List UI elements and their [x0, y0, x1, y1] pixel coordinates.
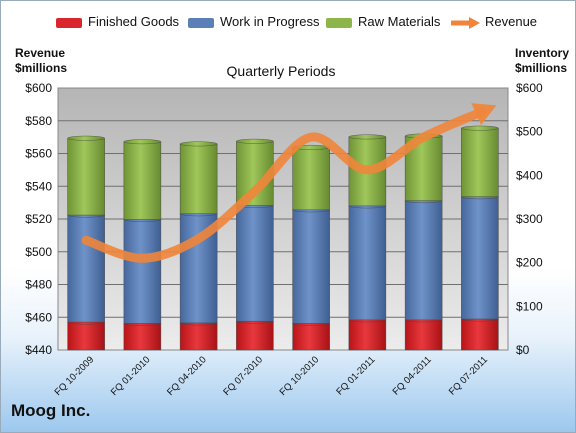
left-axis-title-line2: $millions [15, 61, 68, 75]
bar-cap [461, 125, 499, 131]
legend: Finished Goods Work in Progress Raw Mate… [1, 14, 575, 34]
right-axis-title-line2: $millions [515, 61, 568, 75]
revenue-line [81, 107, 487, 263]
right-tick-label: $100 [516, 299, 543, 313]
legend-swatch-raw-materials [326, 17, 352, 28]
bar-work-in-progress [123, 219, 162, 324]
bar-finished-goods [123, 323, 162, 351]
left-axis-title: Revenue $millions [15, 46, 67, 76]
x-tick-label: FQ 01-2010 [109, 354, 153, 398]
legend-arrow-icon [449, 16, 480, 29]
x-tick-label: FQ 07-2011 [447, 354, 490, 397]
x-tick-label: FQ 01-2011 [334, 354, 377, 397]
bar-cap [348, 134, 387, 140]
bar-work-in-progress [236, 205, 274, 322]
left-axis-title-line1: Revenue [15, 46, 66, 60]
x-tick-label: FQ 10-2010 [278, 354, 322, 398]
left-tick-label: $580 [25, 114, 52, 128]
left-tick-label: $560 [25, 147, 52, 161]
left-tick-label: $460 [25, 310, 52, 324]
bar-raw-materials [461, 127, 499, 197]
legend-item-finished-goods: Finished Goods [56, 14, 179, 29]
right-tick-label: $400 [516, 168, 543, 182]
left-tick-label: $540 [25, 179, 52, 193]
legend-label-revenue: Revenue [485, 14, 538, 29]
bar-work-in-progress [292, 209, 330, 324]
bar-cap [179, 141, 218, 147]
legend-swatch-finished-goods [56, 17, 82, 28]
x-tick-label: FQ 04-2010 [165, 354, 209, 398]
bar-finished-goods [292, 323, 330, 351]
bar-finished-goods [236, 320, 274, 351]
bar-raw-materials [292, 147, 330, 211]
right-tick-label: $0 [516, 343, 530, 357]
bar-work-in-progress [404, 200, 443, 321]
left-tick-label: $480 [25, 278, 52, 292]
right-tick-label: $300 [516, 212, 543, 226]
legend-label-work-in-progress: Work in Progress [220, 14, 320, 29]
bar-cap [236, 138, 274, 144]
company-name: Moog Inc. [11, 401, 91, 420]
bar-work-in-progress [348, 205, 387, 321]
right-tick-label: $200 [516, 256, 543, 270]
x-tick-label: FQ 04-2011 [391, 354, 434, 397]
bar-raw-materials [67, 137, 105, 216]
bar-finished-goods [461, 318, 499, 351]
chart-subtitle: Quarterly Periods [226, 63, 336, 79]
legend-label-finished-goods: Finished Goods [88, 14, 180, 29]
bar-cap [67, 135, 105, 141]
bar-cap [123, 139, 162, 145]
right-axis-title: Inventory $millions [515, 46, 569, 76]
legend-swatch-work-in-progress [188, 17, 214, 28]
bar-raw-materials [123, 141, 162, 220]
bar-work-in-progress [461, 196, 499, 320]
left-tick-label: $600 [25, 81, 52, 95]
bar-raw-materials [179, 143, 218, 215]
bar-finished-goods [179, 322, 218, 351]
legend-item-raw-materials: Raw Materials [326, 14, 440, 29]
left-tick-label: $520 [25, 212, 52, 226]
bar-finished-goods [404, 319, 443, 351]
x-tick-label: FQ 10-2009 [53, 354, 97, 398]
right-tick-label: $500 [516, 125, 543, 139]
left-tick-label: $500 [25, 245, 52, 259]
bar-finished-goods [67, 321, 105, 351]
bar-work-in-progress [67, 214, 105, 323]
revenue-arrowhead [471, 103, 497, 126]
left-tick-label: $440 [25, 343, 52, 357]
right-tick-label: $600 [516, 81, 543, 95]
bar-finished-goods [348, 319, 387, 351]
legend-item-revenue: Revenue [449, 14, 538, 29]
legend-item-work-in-progress: Work in Progress [188, 14, 319, 29]
right-axis-title-line1: Inventory [515, 46, 570, 60]
x-tick-label: FQ 07-2010 [221, 354, 265, 398]
legend-label-raw-materials: Raw Materials [358, 14, 441, 29]
